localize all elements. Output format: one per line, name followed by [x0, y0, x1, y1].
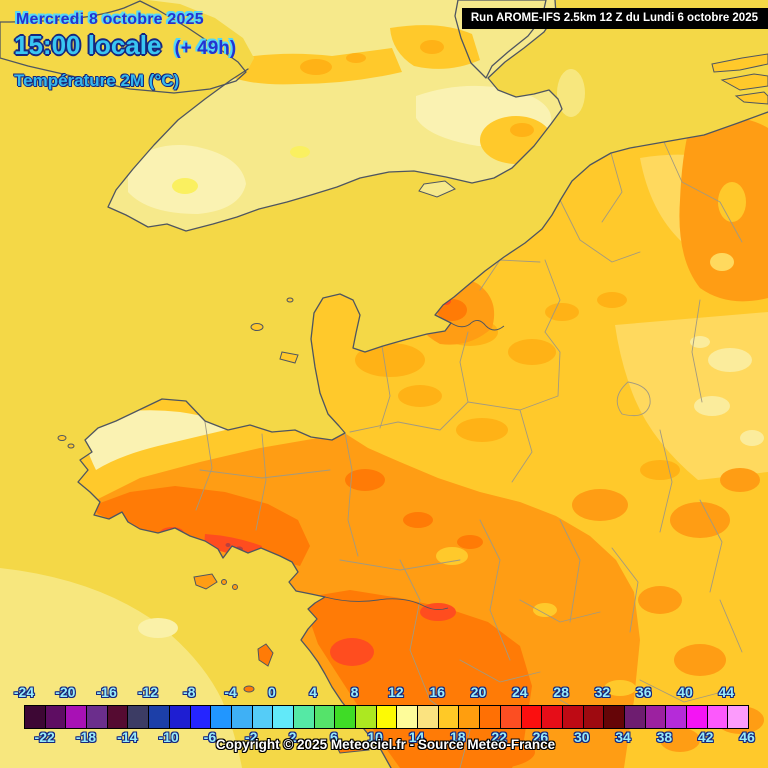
seine-river [450, 320, 505, 331]
yeu-island [243, 685, 255, 693]
jersey-island [279, 351, 299, 364]
temp-patch [597, 292, 627, 308]
bristol-channel [0, 0, 247, 94]
temp-patch [572, 489, 628, 521]
temp-patch [716, 706, 764, 734]
temp-patch [710, 253, 734, 271]
temp-patch [398, 385, 442, 407]
temp-patch [545, 303, 579, 321]
zeeland-island [711, 53, 768, 73]
belle-ile-island [193, 573, 218, 590]
temp-patch [403, 512, 433, 528]
alderney-island [286, 297, 294, 303]
variable-label: Température 2M (°C) [14, 71, 180, 90]
temp-patch [355, 343, 425, 377]
temp-patch [718, 182, 746, 222]
loire-river [324, 596, 449, 611]
temp-patch [80, 410, 234, 470]
temp-patch [510, 123, 534, 137]
temp-patch [508, 339, 556, 365]
ouessant-island [57, 435, 67, 441]
forecast-time-row: 15:00 locale (+ 49h) [14, 30, 236, 61]
temp-patch [420, 40, 444, 54]
temp-patch [720, 468, 760, 492]
england-temperature-field [128, 25, 552, 214]
zeeland-island [720, 73, 768, 91]
administrative-borders [195, 141, 743, 768]
guernsey-island [250, 323, 264, 331]
temp-patch [690, 336, 710, 348]
temp-patch [740, 430, 764, 446]
temp-patch [300, 59, 332, 75]
zeeland-island [734, 91, 768, 105]
temp-patch [330, 638, 374, 666]
temp-patch [138, 618, 178, 638]
temp-patch [533, 603, 557, 617]
temp-patch [436, 547, 468, 565]
temp-patch [420, 603, 456, 621]
noirmoutier-island [257, 643, 274, 667]
re-island [335, 741, 370, 754]
temp-patch [708, 348, 752, 372]
small-island [67, 443, 75, 449]
temp-patch [456, 418, 508, 442]
temp-patch [694, 396, 730, 416]
temp-patch [290, 146, 310, 158]
france-coastline [77, 111, 768, 768]
small-island [221, 579, 227, 585]
temp-patch [346, 53, 366, 63]
temp-patch [425, 734, 535, 768]
small-island [232, 584, 238, 590]
islands [57, 53, 768, 754]
forecast-local-time: 15:00 locale [14, 30, 162, 60]
temp-patch [457, 535, 483, 549]
temp-patch [225, 543, 231, 547]
temp-patch [604, 680, 636, 696]
england-coastline [107, 0, 563, 232]
forecast-hour-offset: (+ 49h) [174, 38, 237, 59]
rivers [324, 320, 505, 611]
temp-patch [557, 69, 585, 117]
temp-patch [674, 644, 726, 676]
temp-patch [345, 469, 385, 491]
temp-patch [660, 728, 700, 752]
isle-of-wight [418, 180, 456, 198]
temp-patch [670, 502, 730, 538]
temp-patch [172, 178, 198, 194]
forecast-date: Mercredi 8 octobre 2025 [16, 11, 204, 28]
temp-patch [640, 460, 680, 480]
run-banner: Run AROME-IFS 2.5km 12 Z du Lundi 6 octo… [461, 8, 768, 29]
temp-patch [638, 586, 682, 614]
